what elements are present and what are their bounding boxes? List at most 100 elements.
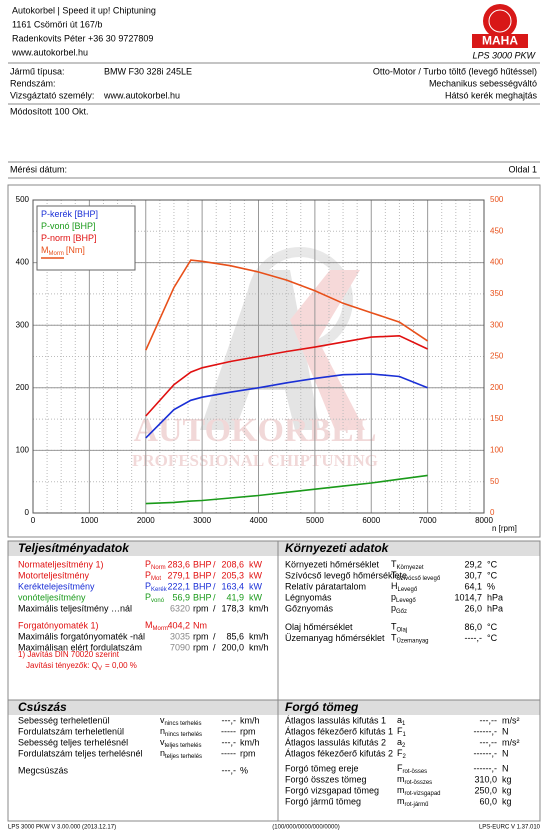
row-value: 279,1: [167, 570, 190, 580]
row-label: vonóteljesítmény: [18, 592, 86, 602]
vehicle-label: Jármű típusa:: [10, 66, 65, 76]
row-label: Átlagos fékezőerő kifutás 2: [285, 748, 393, 758]
row-unit: rpm: [240, 748, 256, 758]
row-unit: N: [502, 763, 509, 773]
vehicle-value: www.autokorbel.hu: [103, 90, 180, 100]
row-symbol: a2: [397, 737, 406, 748]
symbol: m: [397, 796, 405, 806]
row-unit: km/h: [240, 715, 260, 725]
row-label: Szívócső levegő hőmérséklete: [285, 570, 407, 580]
vehicle-label: Vizsgáztató személy:: [10, 90, 94, 100]
vehicle-value: BMW F30 328i 245LE: [104, 66, 192, 76]
row-unit: °C: [487, 570, 498, 580]
row-label: Forgó jármű tömeg: [285, 796, 361, 806]
row-symbol: F2: [397, 748, 407, 759]
header-line: www.autokorbel.hu: [11, 47, 88, 57]
row-value: ---,--: [480, 737, 498, 747]
symbol-sub: Gőz: [396, 609, 407, 615]
symbol: T: [391, 570, 397, 580]
row-label: Maximális forgatónyomaték -nál: [18, 631, 145, 641]
vehicle-label: Rendszám:: [10, 78, 56, 88]
symbol: T: [391, 559, 397, 569]
row-symbol: mrot-vizsgapad: [397, 785, 441, 796]
row-unit: hPa: [487, 603, 503, 613]
x-tick-label: 8000: [475, 516, 493, 525]
row-label: Forgó összes tömeg: [285, 774, 367, 784]
factor: Javítási tényezők: QV = 0,00 %: [26, 661, 137, 671]
row-value: 163,4: [221, 581, 244, 591]
row-separator: /: [213, 581, 216, 591]
symbol: a: [397, 737, 402, 747]
row-symbol: mrot-jármű: [397, 796, 429, 807]
row-separator: /: [213, 631, 216, 641]
row-value: 3035: [170, 631, 190, 641]
x-tick-label: 4000: [250, 516, 268, 525]
row-label: Normateljesítmény 1): [18, 559, 104, 569]
y-tick-label: 200: [16, 383, 30, 392]
symbol: T: [391, 633, 397, 643]
row-value: 222,1: [167, 581, 190, 591]
x-tick-label: 0: [31, 516, 36, 525]
row-unit: °C: [487, 633, 498, 643]
row-value: 208,6: [221, 559, 244, 569]
row-value: ------,-: [474, 726, 497, 736]
row-unit: rpm: [193, 642, 209, 652]
y-tick-label: 400: [16, 258, 30, 267]
row-unit: %: [240, 765, 248, 775]
row-label: Forgatónyomaték 1): [18, 620, 99, 630]
legend-sub: Morm: [49, 251, 64, 257]
row-value: ------,-: [474, 763, 497, 773]
symbol-sub: Levegő: [398, 587, 418, 593]
row-symbol: nnincs terhelés: [160, 726, 202, 737]
section-title: Környezeti adatok: [285, 541, 390, 555]
row-value: 29,2: [464, 559, 482, 569]
y-tick-label: 300: [16, 320, 30, 329]
row-unit: BHP: [193, 592, 212, 602]
symbol: a: [397, 715, 402, 725]
row-label: Megcsúszás: [18, 765, 69, 775]
row-value: 85,6: [226, 631, 244, 641]
symbol: p: [391, 603, 396, 613]
section-title: Csúszás: [18, 700, 67, 714]
y2-tick-label: 250: [490, 352, 504, 361]
legend-name: M: [41, 245, 49, 255]
x-tick-label: 3000: [193, 516, 211, 525]
header-line: 1161 Csömöri út 167/b: [12, 19, 102, 29]
row-unit: kW: [249, 570, 263, 580]
measurement-label: Mérési dátum:: [10, 164, 67, 174]
row-unit: km/h: [249, 631, 269, 641]
vehicle-spec: Otto-Motor / Turbo töltő (levegő hűtésse…: [373, 66, 537, 76]
symbol: F: [397, 726, 403, 736]
row-symbol: PMot: [145, 570, 161, 581]
watermark-gauge: [247, 247, 353, 353]
legend-entry: P-vonó [BHP]: [41, 221, 96, 231]
row-unit: °C: [487, 622, 498, 632]
row-symbol: HLevegő: [391, 581, 418, 592]
row-value: 283,6: [167, 559, 190, 569]
vehicle-spec: Hátsó kerék meghajtás: [445, 90, 538, 100]
row-value: 60,0: [479, 796, 497, 806]
vehicle-spec: Mechanikus sebességváltó: [429, 78, 537, 88]
row-unit: km/h: [249, 642, 269, 652]
row-symbol: pLevegő: [391, 592, 416, 603]
row-unit: Nm: [193, 620, 207, 630]
watermark: AUTOKORBEL PROFESSIONAL CHIPTUNING: [132, 247, 378, 470]
symbol-sub: rot-össes: [403, 769, 428, 775]
y2-tick-label: 200: [490, 383, 504, 392]
row-symbol: pGőz: [391, 603, 407, 614]
row-separator: /: [213, 559, 216, 569]
y2-tick-label: 300: [490, 320, 504, 329]
symbol: T: [391, 622, 397, 632]
symbol-sub: Norm: [151, 565, 166, 571]
x-tick-label: 6000: [362, 516, 380, 525]
y-tick-label: 100: [16, 446, 30, 455]
y2-tick-label: 350: [490, 289, 504, 298]
symbol-sub: Levegő: [396, 598, 416, 604]
row-symbol: TOlaj: [391, 622, 407, 633]
symbol-sub: vonó: [151, 598, 165, 604]
logo-box: [472, 34, 528, 48]
symbol-sub: rot-vizsgapad: [405, 791, 441, 797]
row-symbol: PKerék: [145, 581, 168, 592]
chart-frame: [7, 184, 541, 538]
